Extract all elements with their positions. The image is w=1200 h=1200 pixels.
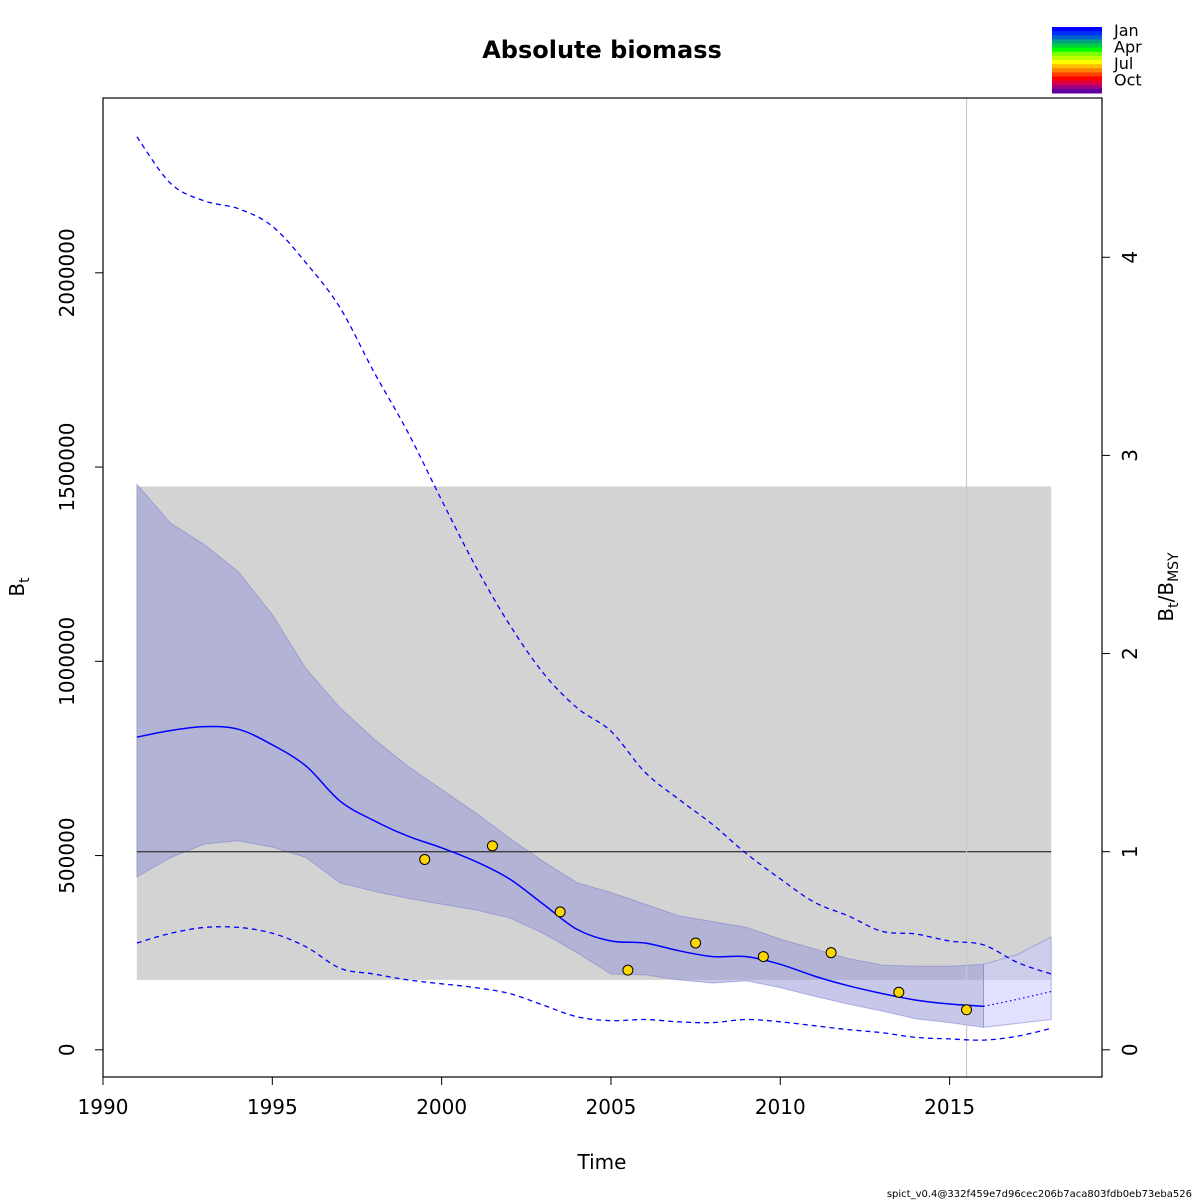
y-axis-label: Bt bbox=[5, 577, 33, 597]
y-right-tick-label: 0 bbox=[1118, 1043, 1142, 1056]
y-axis-label-right: Bt/BMSY bbox=[1154, 552, 1182, 622]
legend-swatch bbox=[1052, 47, 1102, 53]
x-tick-label: 2000 bbox=[416, 1095, 467, 1119]
y-right-label-sub2: MSY bbox=[1166, 552, 1182, 582]
y-axis-label-sub: t bbox=[17, 577, 33, 583]
y-tick-label: 2000000 bbox=[55, 228, 79, 317]
biomass-ci-band bbox=[136, 483, 1052, 1028]
biomass-lines bbox=[136, 98, 1052, 1077]
observation-point bbox=[486, 840, 498, 852]
legend-label: Jan bbox=[1113, 21, 1139, 40]
y-right-label-slash: / bbox=[1154, 595, 1178, 602]
legend-label: Oct bbox=[1114, 71, 1142, 90]
x-tick-label: 2015 bbox=[924, 1095, 975, 1119]
y-tick-label: 500000 bbox=[55, 817, 79, 893]
x-tick-label: 1995 bbox=[247, 1095, 298, 1119]
legend-swatch bbox=[1052, 84, 1102, 90]
legend-swatch bbox=[1052, 88, 1102, 94]
y-right-tick-label: 2 bbox=[1118, 647, 1142, 660]
legend-label: Jul bbox=[1113, 54, 1133, 73]
y-right-label-b2: B bbox=[1154, 582, 1178, 596]
legend-swatch bbox=[1052, 72, 1102, 77]
ci-band-forecast bbox=[983, 936, 1052, 1028]
outer-upper-line bbox=[136, 136, 1052, 975]
legend-swatch bbox=[1052, 60, 1102, 65]
x-tick-label: 2005 bbox=[586, 1095, 637, 1119]
y-tick-label: 1500000 bbox=[55, 423, 79, 512]
x-axis: 1990 1995 2000 2005 2010 2015 bbox=[78, 1076, 975, 1119]
y-tick-label: 1000000 bbox=[55, 617, 79, 706]
legend-swatch bbox=[1052, 76, 1102, 82]
observation-point bbox=[690, 937, 702, 949]
observation-point bbox=[893, 986, 905, 998]
observation-point bbox=[961, 1004, 973, 1016]
y-right-label-sub1: t bbox=[1166, 602, 1182, 608]
observation-points bbox=[419, 840, 973, 1016]
y-right-tick-label: 3 bbox=[1118, 449, 1142, 462]
x-tick-label: 1990 bbox=[78, 1095, 129, 1119]
legend-label: Apr bbox=[1114, 38, 1142, 57]
observation-point bbox=[825, 947, 837, 959]
legend-swatch bbox=[1052, 55, 1102, 61]
y-axis-right: 0 1 2 3 4 bbox=[1101, 251, 1142, 1056]
y-axis-label-main: B bbox=[5, 583, 29, 597]
observation-point bbox=[757, 951, 769, 963]
footer-version: spict_v0.4@332f459e7d96cec206b7aca803fdb… bbox=[887, 1189, 1192, 1200]
y-right-tick-label: 1 bbox=[1118, 845, 1142, 858]
x-tick-label: 2010 bbox=[755, 1095, 806, 1119]
legend-swatch bbox=[1052, 27, 1102, 32]
legend-swatch bbox=[1052, 64, 1102, 69]
observation-point bbox=[554, 906, 566, 918]
estimate-line bbox=[136, 725, 984, 1008]
y-axis-left: 0 500000 1000000 1500000 2000000 bbox=[55, 228, 104, 1056]
legend-swatch bbox=[1052, 35, 1102, 40]
observation-point bbox=[622, 964, 634, 976]
legend-swatch bbox=[1052, 39, 1102, 44]
observation-point bbox=[419, 853, 431, 865]
legend-swatch bbox=[1052, 68, 1102, 73]
y-right-tick-label: 4 bbox=[1118, 251, 1142, 264]
legend-swatch bbox=[1052, 51, 1102, 57]
legend-swatch bbox=[1052, 80, 1102, 86]
outer-lower-line bbox=[136, 926, 1052, 1041]
y-tick-label: 0 bbox=[55, 1043, 79, 1056]
chart-title: Absolute biomass bbox=[482, 36, 722, 64]
y-right-label-b1: B bbox=[1154, 608, 1178, 622]
x-axis-label: Time bbox=[577, 1150, 627, 1174]
legend-swatch bbox=[1052, 31, 1102, 36]
legend-swatch bbox=[1052, 43, 1102, 49]
